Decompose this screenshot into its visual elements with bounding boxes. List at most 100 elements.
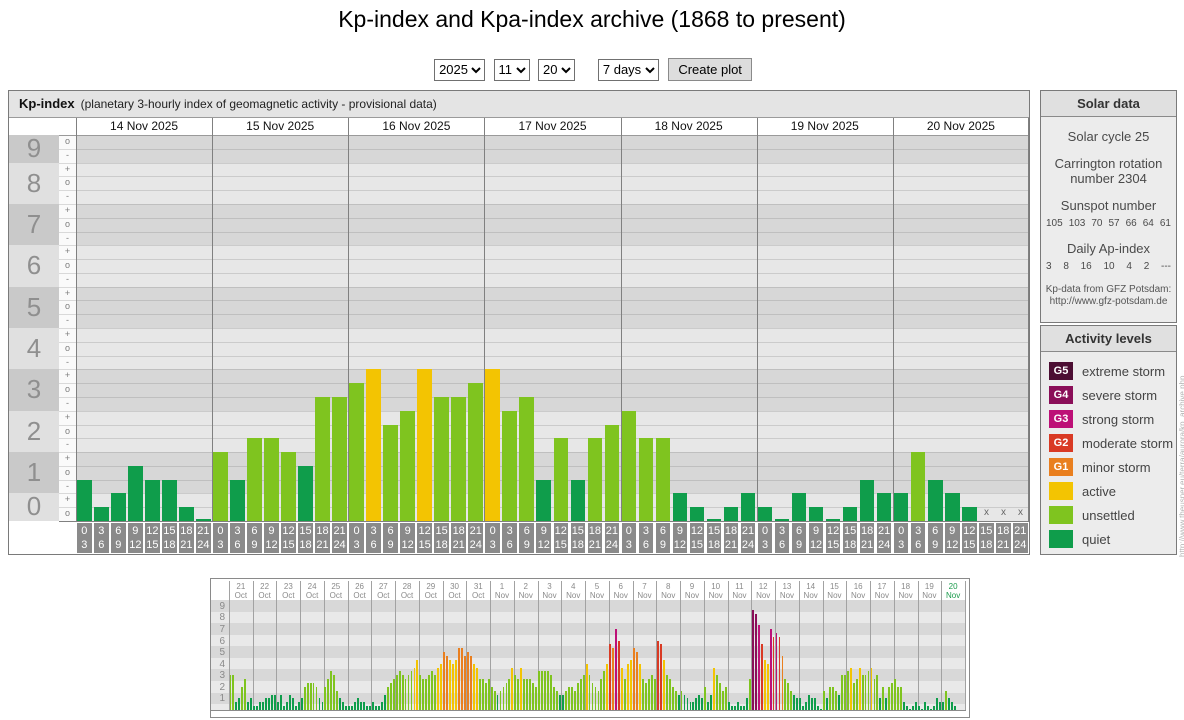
kp-bar [417, 369, 432, 521]
mini-kp-bar [603, 671, 606, 710]
mini-kp-bar [544, 671, 546, 710]
kp-bar [264, 438, 279, 521]
mini-kp-bar [885, 698, 888, 710]
range-select[interactable]: 7 days [597, 58, 659, 81]
mini-day-separator [846, 581, 848, 710]
hour-label-box: 15 18 [298, 523, 313, 553]
kp-bar [196, 518, 211, 521]
mini-kp-bar [256, 706, 259, 710]
mini-kp-bar [719, 682, 722, 710]
mini-kp-bar [915, 702, 917, 710]
mini-kp-bar [609, 644, 612, 710]
mini-kp-bar [374, 706, 377, 710]
plot-band [76, 369, 1029, 411]
hour-label-box: 21 24 [332, 523, 347, 553]
y-major-label: 3 [26, 374, 42, 405]
year-select[interactable]: 2025 [434, 58, 486, 81]
month-select[interactable]: 11 [493, 58, 530, 81]
mini-kp-bar [742, 706, 745, 710]
hour-label-box: 9 12 [944, 523, 960, 553]
sub-tick-column [59, 135, 76, 521]
hour-label-box: 18 21 [587, 523, 603, 553]
mini-kp-bar [244, 679, 247, 710]
kp-bar [689, 507, 705, 521]
activity-badge-g4: G4 [1049, 386, 1073, 404]
activity-level-label: unsettled [1082, 507, 1135, 523]
day-header: 15 Nov 2025 [246, 119, 315, 133]
hour-label-box: 12 15 [145, 523, 160, 553]
mini-kp-bar [932, 706, 935, 710]
mini-kp-bar [591, 682, 594, 710]
hour-label-box: 9 12 [400, 523, 415, 553]
mini-kp-bar [511, 667, 514, 710]
mini-day-label: 7 Nov [637, 582, 652, 600]
hour-label-box: 15 18 [978, 523, 994, 553]
mini-kp-bar [306, 682, 309, 710]
mini-kp-bar [831, 686, 834, 710]
mini-kp-bar [772, 636, 775, 710]
mini-kp-bar [401, 675, 404, 710]
mini-kp-bar [668, 679, 671, 710]
kp-bar [111, 493, 126, 521]
mini-kp-bar [941, 702, 944, 710]
grid-line [59, 231, 1029, 233]
mini-kp-bar [734, 706, 736, 710]
y-axis-band [9, 328, 59, 370]
kp-panel-title: Kp-index (planetary 3-hourly index of geo… [9, 91, 1029, 118]
hour-label-box: 9 12 [536, 523, 552, 553]
activity-level-label: active [1082, 483, 1116, 499]
mini-kp-bar [472, 663, 475, 710]
grid-line [59, 148, 1029, 150]
kp-bar [213, 452, 228, 521]
day-separator [212, 118, 214, 521]
day-separator [348, 118, 350, 521]
mini-kp-bar [558, 694, 561, 710]
mini-y-label: 3 [219, 670, 225, 682]
mini-kp-bar [826, 698, 828, 710]
mini-kp-bar [633, 648, 635, 710]
mini-kp-bar [357, 698, 359, 710]
plot-band [76, 410, 1029, 453]
mini-kp-bar [900, 686, 903, 710]
kp-bar [434, 396, 449, 521]
hour-label-box: 18 21 [723, 523, 739, 553]
kp-bar [655, 438, 671, 521]
grid-line [59, 162, 1029, 164]
kp-bar [944, 493, 960, 521]
mini-kp-bar [784, 679, 787, 710]
mini-kp-bar [389, 682, 392, 710]
create-plot-button[interactable]: Create plot [668, 58, 752, 81]
hour-label-box: 15 18 [434, 523, 449, 553]
mini-kp-bar [422, 679, 425, 710]
y-axis-band [9, 203, 59, 246]
mini-day-label: 25 Oct [329, 582, 343, 600]
hour-label-box: 15 18 [162, 523, 177, 553]
kp-bar [230, 479, 245, 521]
mini-kp-bar [778, 636, 781, 710]
mini-kp-bar [597, 690, 600, 710]
mini-kp-bar [496, 694, 499, 710]
y-major-label: 5 [26, 291, 42, 322]
mini-kp-bar [642, 679, 644, 710]
kp-bar [315, 396, 330, 521]
mini-plot-right-edge [965, 581, 966, 710]
mini-kp-bar [573, 690, 576, 710]
mini-day-separator [276, 581, 278, 710]
hour-label-box: 12 15 [553, 523, 569, 553]
mini-kp-bar [366, 706, 368, 710]
mini-kp-bar [342, 702, 345, 710]
day-select[interactable]: 20 [537, 58, 575, 81]
mini-kp-bar [837, 694, 840, 710]
kp-panel-title-main: Kp-index [19, 96, 75, 111]
